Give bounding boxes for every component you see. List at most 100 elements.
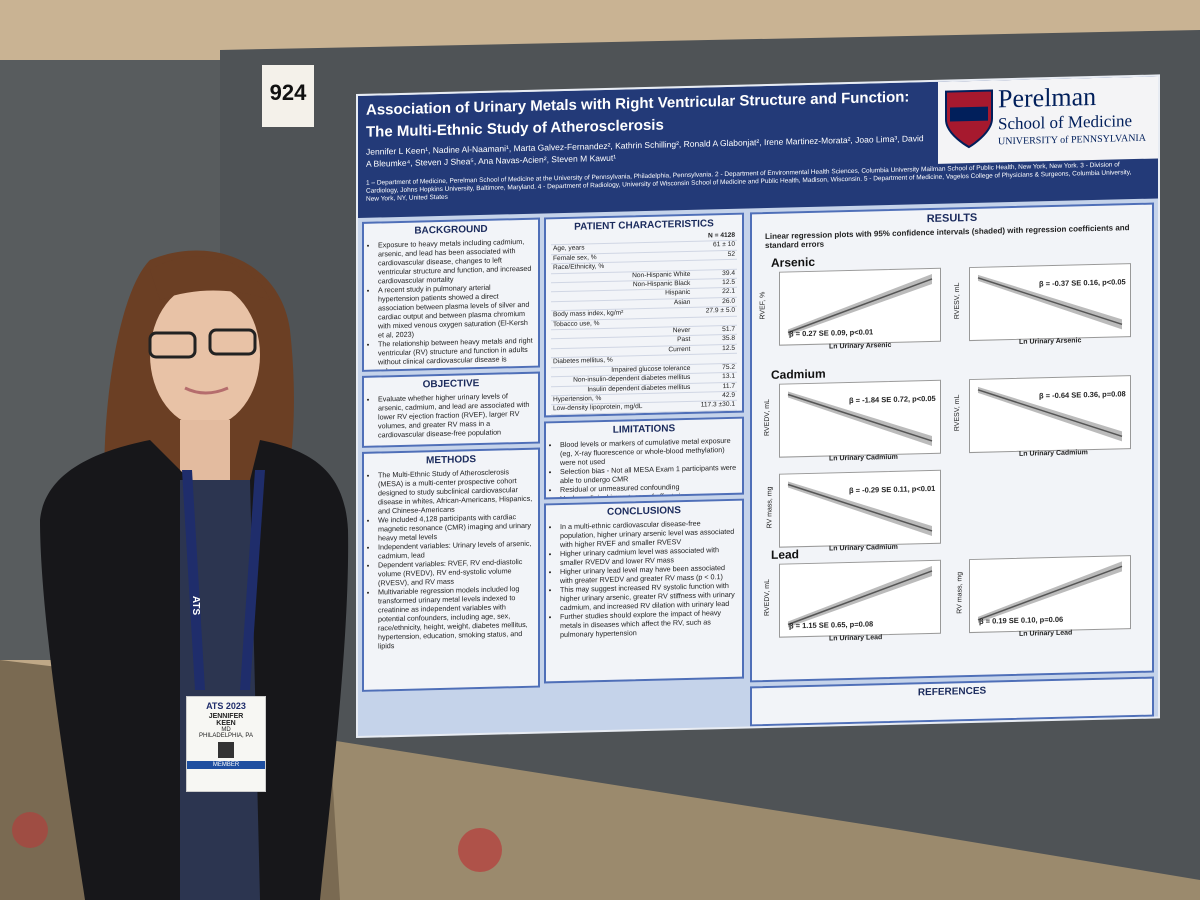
y-axis-label: RV mass, mg	[766, 486, 774, 529]
regression-plot	[779, 469, 941, 548]
x-axis-label: Ln Urinary Cadmium	[829, 543, 898, 553]
lanyard-text: ATS	[190, 595, 202, 616]
table-header: N = 4128	[692, 231, 737, 242]
table-cell: 75.2	[692, 362, 737, 374]
badge-city: PHILADELPHIA, PA	[199, 733, 253, 739]
face	[150, 283, 260, 427]
metal-label: Arsenic	[771, 254, 816, 270]
carpet-pattern	[458, 828, 502, 872]
column: BACKGROUNDExposure to heavy metals inclu…	[362, 217, 540, 696]
table-cell: 42.9	[692, 391, 737, 402]
bullet: We included 4,128 participants with card…	[378, 512, 533, 542]
table-cell: 52	[692, 250, 737, 261]
bullet: Evaluate whether higher urinary levels o…	[378, 391, 533, 439]
section-box: OBJECTIVEEvaluate whether higher urinary…	[362, 371, 540, 448]
hair-top	[150, 256, 270, 300]
plot-area: Arsenic RVEF, % Ln Urinary Arsenic β = 0.27…	[757, 241, 1147, 681]
name-badge: ATS 2023 JENNIFER KEEN MD PHILADELPHIA, …	[186, 696, 266, 792]
y-axis-label: RVEDV, mL	[763, 398, 771, 437]
regression-plot	[779, 559, 941, 638]
section-heading: PATIENT CHARACTERISTICS	[574, 218, 714, 233]
bullet: The relationship between heavy metals an…	[378, 336, 533, 372]
column: PATIENT CHARACTERISTICS N = 4128 Age, year…	[544, 212, 744, 688]
regression-line	[787, 481, 933, 536]
logo-school: School of Medicine	[998, 111, 1133, 134]
poster: Association of Urinary Metals with Right…	[358, 76, 1158, 736]
y-axis-label: RVEDV, mL	[763, 578, 771, 617]
bullet: The Multi-Ethnic Study of Atherosclerosi…	[378, 467, 533, 515]
metal-label: Cadmium	[771, 366, 826, 382]
bullet: This may suggest increased RV systolic f…	[560, 581, 737, 612]
section-box: PATIENT CHARACTERISTICS N = 4128 Age, year…	[544, 212, 744, 418]
bullet: Exposure to heavy metals including cadmi…	[378, 237, 533, 286]
table-cell: 39.4	[692, 268, 737, 280]
table-cell: 12.5	[692, 344, 737, 355]
table-cell: 12.5	[692, 278, 737, 289]
regression-line	[787, 565, 933, 628]
lanyard	[240, 470, 265, 690]
x-axis-label: Ln Urinary Arsenic	[1019, 337, 1082, 346]
section-heading: METHODS	[426, 454, 476, 467]
regression-line	[787, 273, 933, 336]
x-axis-label: Ln Urinary Lead	[829, 634, 883, 643]
table-cell: 26.0	[692, 297, 737, 308]
table-cell: 51.7	[692, 325, 737, 336]
shield	[945, 89, 993, 149]
section-box: LIMITATIONSBlood levels or markers of cu…	[544, 416, 744, 500]
results-box: RESULTS Linear regression plots with 95%…	[750, 202, 1154, 683]
y-axis-label: RVEF, %	[759, 291, 767, 320]
carpet-right	[330, 740, 1200, 900]
bullet: Dependent variables: RVEF, RV end-diasto…	[378, 557, 533, 588]
section-heading: OBJECTIVE	[422, 378, 480, 391]
bullet-list: The Multi-Ethnic Study of Atherosclerosi…	[369, 467, 533, 651]
bullet: A recent study in pulmonary arterial hyp…	[378, 282, 533, 340]
badge-last-name: KEEN	[216, 720, 236, 727]
regression-line	[977, 274, 1123, 330]
booth-number: 924	[269, 80, 307, 105]
section-heading: LIMITATIONS	[612, 423, 676, 436]
poster-title: The Multi-Ethnic Study of Atherosclerosi…	[366, 116, 664, 141]
logo: Perelman School of Medicine UNIVERSITY o…	[938, 76, 1158, 164]
regression-plot	[779, 267, 941, 346]
x-axis-label: Ln Urinary Cadmium	[829, 453, 898, 463]
carpet-pattern	[12, 812, 48, 848]
table-cell: 11.7	[692, 381, 737, 393]
table-cell: 117.3 ±30.1	[692, 400, 737, 412]
glasses	[148, 331, 197, 359]
y-axis-label: RV mass, mg	[956, 571, 964, 614]
metal-label: Lead	[771, 547, 800, 562]
glasses	[208, 328, 257, 356]
regression-plot	[779, 379, 941, 458]
section-box: METHODSThe Multi-Ethnic Study of Atheros…	[362, 447, 540, 692]
regression-plot	[969, 263, 1131, 342]
table-cell: 61 ± 10	[692, 240, 737, 252]
logo-name: Perelman	[998, 81, 1097, 114]
x-axis-label: Ln Urinary Arsenic	[829, 341, 892, 351]
section-heading: REFERENCES	[917, 685, 987, 699]
bullet-list: Blood levels or markers of cumulative me…	[551, 436, 737, 500]
table-cell: 27.9 ± 5.0	[692, 306, 737, 317]
table: N = 4128 Age, years 61 ± 10 Female sex, % 52…	[551, 231, 737, 415]
regression-line	[977, 386, 1123, 442]
bullet-list: Evaluate whether higher urinary levels o…	[369, 391, 533, 440]
table-cell: 13.1	[692, 372, 737, 383]
table-cell: 35.8	[692, 334, 737, 346]
qr-code	[218, 742, 234, 758]
section-box: BACKGROUNDExposure to heavy metals inclu…	[362, 217, 540, 372]
bullet: Multivariable regression models included…	[378, 584, 533, 650]
mouth	[184, 386, 229, 395]
regression-line	[977, 561, 1123, 623]
y-axis-label: RVESV, mL	[953, 282, 961, 320]
badge-first-name: JENNIFER	[208, 713, 244, 720]
affiliations: 1 – Department of Medicine, Perelman Sch…	[366, 161, 1132, 203]
section-heading: CONCLUSIONS	[607, 505, 681, 518]
section-box: CONCLUSIONSIn a multi-ethnic cardiovascu…	[544, 498, 744, 684]
bullet: In a multi-ethnic cardiovascular disease…	[560, 518, 737, 549]
bullet-list: In a multi-ethnic cardiovascular disease…	[551, 518, 737, 640]
regression-plot	[969, 375, 1131, 454]
booth-card	[262, 65, 314, 127]
badge-event: ATS 2023	[206, 701, 246, 711]
jacket-right	[240, 440, 349, 900]
